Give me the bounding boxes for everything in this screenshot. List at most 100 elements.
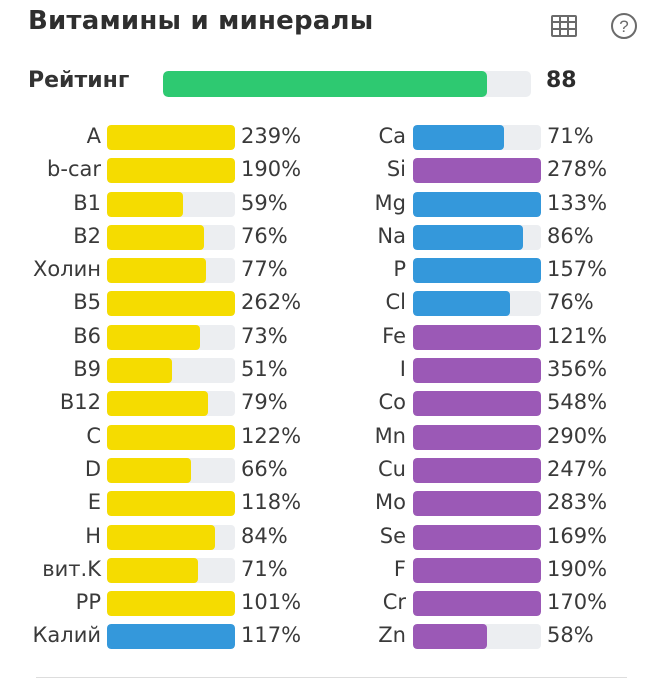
nutrient-row: Na 86% — [306, 221, 606, 254]
nutrient-percent: 548% — [547, 390, 608, 415]
nutrient-row: Ca 71% — [306, 121, 606, 154]
nutrient-label: Ca — [378, 124, 406, 148]
nutrient-percent: 84% — [241, 523, 288, 548]
nutrient-percent: 76% — [241, 223, 288, 248]
nutrient-label: Mo — [375, 490, 406, 515]
nutrient-percent: 290% — [547, 423, 608, 448]
nutrient-bar — [413, 358, 541, 384]
nutrient-bar-fill — [413, 557, 541, 583]
nutrient-bar-fill — [107, 224, 205, 250]
nutrient-bar-fill — [413, 491, 541, 517]
nutrient-percent: 122% — [241, 423, 302, 448]
nutrient-bar — [413, 557, 541, 583]
nutrient-bar — [413, 524, 541, 550]
nutrient-label: B2 — [73, 223, 101, 248]
nutrient-bar-fill — [413, 591, 541, 617]
help-icon[interactable]: ? — [608, 10, 640, 42]
nutrient-label: I — [399, 357, 406, 382]
nutrient-row: Холин 77% — [0, 254, 300, 287]
nutrient-bar-fill — [107, 391, 209, 417]
nutrient-label: Mg — [374, 190, 406, 215]
nutrient-percent: 190% — [241, 157, 302, 182]
nutrient-bar-fill — [413, 258, 541, 284]
nutrient-label: B5 — [73, 290, 101, 315]
nutrient-percent: 283% — [547, 490, 608, 515]
nutrient-row: H 84% — [0, 521, 300, 554]
nutrient-row: PP 101% — [0, 587, 301, 620]
page-title: Витамины и минералы — [28, 6, 374, 36]
nutrient-label: B12 — [59, 390, 101, 415]
nutrient-percent: 117% — [241, 623, 302, 648]
nutrient-percent: 169% — [547, 523, 608, 548]
nutrient-percent: 190% — [547, 556, 608, 581]
nutrient-label: B1 — [73, 190, 101, 215]
nutrient-label: Si — [386, 157, 406, 182]
nutrient-row: Fe 121% — [306, 321, 607, 354]
nutrient-row: I 356% — [306, 354, 608, 387]
nutrient-label: PP — [75, 590, 101, 615]
nutrient-bar-fill — [413, 391, 541, 417]
nutrient-bar-fill — [107, 491, 235, 517]
nutrient-bar — [107, 258, 235, 284]
nutrient-bar-fill — [413, 291, 511, 317]
nutrient-bar-fill — [413, 324, 541, 350]
nutrient-percent: 77% — [241, 257, 288, 282]
nutrient-percent: 51% — [241, 357, 288, 382]
vitamins-column: A 239% b-car 190% B1 59% B2 76% Холин 77% B5 262% B6… — [0, 121, 302, 654]
nutrient-percent: 356% — [547, 357, 608, 382]
nutrient-bar-fill — [413, 524, 541, 550]
nutrient-bar — [107, 224, 235, 250]
nutrient-percent: 71% — [241, 556, 288, 581]
nutrient-bar-fill — [413, 424, 541, 450]
nutrient-row: B5 262% — [0, 287, 301, 320]
nutrient-bar-fill — [107, 591, 235, 617]
nutrient-row: Cr 170% — [306, 587, 607, 620]
nutrient-row: Cu 247% — [306, 454, 608, 487]
nutrient-label: B9 — [73, 357, 101, 382]
nutrient-label: E — [87, 490, 101, 515]
rating-bar — [163, 71, 531, 97]
nutrient-row: Co 548% — [306, 387, 608, 420]
nutrient-bar — [107, 624, 235, 650]
nutrient-bar — [107, 324, 235, 350]
nutrient-bar-fill — [413, 358, 541, 384]
nutrient-bar-fill — [107, 258, 206, 284]
nutrient-row: Mn 290% — [306, 421, 608, 454]
nutrient-row: B1 59% — [0, 188, 300, 221]
nutrient-percent: 133% — [547, 190, 608, 215]
nutrient-percent: 66% — [241, 456, 288, 481]
nutrient-bar — [107, 125, 235, 150]
nutrient-row: C 122% — [0, 421, 302, 454]
nutrient-percent: 71% — [547, 124, 594, 148]
nutrient-percent: 86% — [547, 223, 594, 248]
nutrient-row: Si 278% — [306, 154, 607, 187]
nutrient-label: Co — [378, 390, 406, 415]
nutrient-row: F 190% — [306, 554, 608, 587]
nutrient-row: Cl 76% — [306, 287, 606, 320]
nutrient-label: B6 — [73, 323, 101, 348]
nutrient-bar-fill — [413, 158, 541, 184]
nutrient-bar-fill — [413, 624, 488, 650]
divider — [36, 677, 627, 678]
nutrient-percent: 58% — [547, 623, 594, 648]
nutrient-percent: 247% — [547, 456, 608, 481]
svg-text:?: ? — [619, 17, 628, 36]
rating-value: 88 — [546, 68, 577, 93]
nutrient-label: H — [85, 523, 101, 548]
nutrient-row: Zn 58% — [306, 620, 606, 653]
nutrient-bar — [107, 391, 235, 417]
nutrient-row: Se 169% — [306, 521, 608, 554]
nutrient-percent: 59% — [241, 190, 288, 215]
nutrient-bar-fill — [107, 191, 183, 217]
nutrient-row: Mo 283% — [306, 487, 608, 520]
nutrient-row: b-car 190% — [0, 154, 302, 187]
table-icon[interactable] — [548, 10, 580, 42]
nutrient-bar — [107, 457, 235, 483]
nutrient-bar — [413, 624, 541, 650]
nutrient-bar-fill — [107, 457, 192, 483]
nutrient-label: Cu — [378, 456, 406, 481]
nutrient-bar — [413, 324, 541, 350]
nutrient-bar — [413, 224, 541, 250]
nutrient-label: F — [393, 556, 406, 581]
nutrient-bar — [107, 557, 235, 583]
